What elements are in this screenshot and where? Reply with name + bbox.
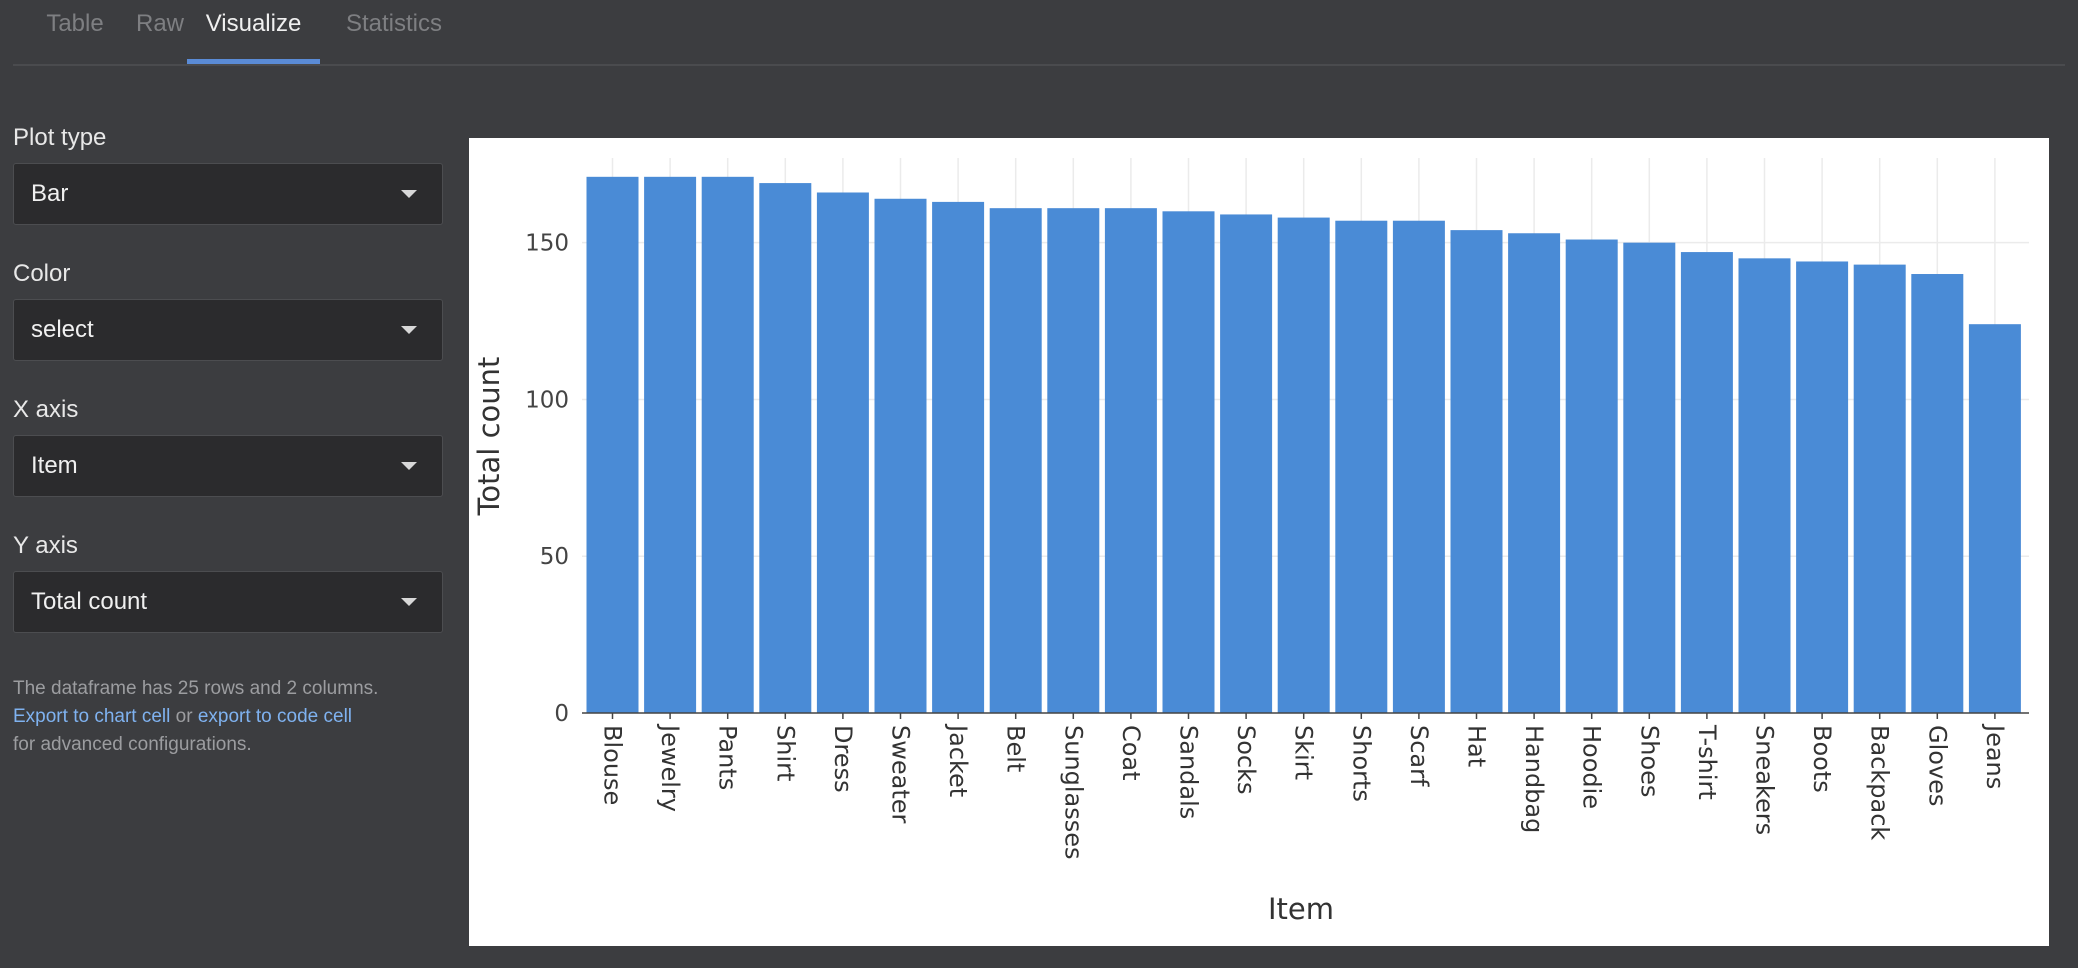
x-tick-label: Backpack bbox=[1866, 725, 1894, 840]
bar bbox=[701, 176, 754, 713]
x-axis-label: X axis bbox=[13, 396, 79, 423]
plot-type-select[interactable]: Bar bbox=[13, 163, 443, 225]
bar bbox=[1392, 220, 1445, 713]
bar bbox=[586, 176, 639, 713]
tab-raw[interactable]: Raw bbox=[135, 10, 184, 37]
bar bbox=[932, 201, 985, 713]
export-chart-link[interactable]: Export to chart cell bbox=[13, 706, 171, 727]
x-tick-label: Dress bbox=[829, 725, 857, 793]
bar bbox=[1104, 208, 1157, 713]
x-tick-label: Jewelry bbox=[656, 723, 684, 812]
bar bbox=[1968, 324, 2021, 713]
bar bbox=[1508, 233, 1561, 713]
tab-bar: Table Raw Visualize Statistics bbox=[13, 0, 2065, 66]
or-text: or bbox=[175, 706, 193, 727]
x-tick-label: Handbag bbox=[1520, 725, 1548, 833]
x-tick-label: Shirt bbox=[771, 725, 799, 781]
x-tick-label: Skirt bbox=[1290, 725, 1318, 780]
x-tick-label: Socks bbox=[1232, 725, 1260, 795]
chart-panel: 0 50 100 150 Blouse Jewelry Pants Shirt Dress Swe… bbox=[469, 138, 2049, 946]
bar bbox=[1680, 252, 1733, 713]
x-axis-select[interactable]: Item bbox=[13, 435, 443, 497]
x-tick-label: Sunglasses bbox=[1059, 725, 1087, 860]
x-tick-label: T-shirt bbox=[1693, 724, 1721, 800]
y-tick-label: 100 bbox=[525, 387, 569, 413]
x-axis-title: Item bbox=[1268, 892, 1334, 926]
caret-down-icon bbox=[401, 326, 417, 334]
x-tick-label: Scarf bbox=[1405, 725, 1433, 787]
bar bbox=[816, 192, 869, 713]
bar bbox=[1565, 239, 1618, 713]
x-tick-label: Pants bbox=[714, 725, 742, 790]
bar bbox=[1047, 208, 1100, 713]
tab-visualize[interactable]: Visualize bbox=[187, 0, 320, 64]
plot-type-label: Plot type bbox=[13, 124, 107, 151]
export-code-link[interactable]: export to code cell bbox=[197, 706, 353, 727]
y-axis-label: Y axis bbox=[13, 532, 78, 559]
dataframe-summary: The dataframe has 25 rows and 2 columns. bbox=[13, 678, 379, 699]
y-tick-label: 0 bbox=[554, 701, 569, 727]
bar bbox=[1162, 211, 1215, 713]
x-tick-label: Sneakers bbox=[1751, 725, 1779, 835]
color-value: select bbox=[31, 316, 94, 343]
dataframe-info: The dataframe has 25 rows and 2 columns.… bbox=[13, 675, 453, 759]
x-tick-label: Hoodie bbox=[1578, 725, 1606, 809]
x-axis-value: Item bbox=[31, 452, 78, 479]
y-axis-select[interactable]: Total count bbox=[13, 571, 443, 633]
info-suffix: for advanced configurations. bbox=[13, 734, 252, 755]
tab-statistics[interactable]: Statistics bbox=[345, 10, 443, 37]
y-tick-label: 150 bbox=[525, 231, 569, 257]
caret-down-icon bbox=[401, 598, 417, 606]
x-tick-label: Sweater bbox=[887, 725, 915, 824]
x-tick-label: Hat bbox=[1463, 725, 1491, 767]
x-tick-label: Gloves bbox=[1923, 725, 1951, 806]
x-tick-label: Jacket bbox=[944, 723, 972, 797]
caret-down-icon bbox=[401, 190, 417, 198]
tab-table[interactable]: Table bbox=[46, 10, 104, 37]
bar bbox=[1911, 274, 1964, 713]
x-tick-label: Jeans bbox=[1981, 723, 2009, 789]
bar bbox=[989, 208, 1042, 713]
caret-down-icon bbox=[401, 462, 417, 470]
x-tick-label: Boots bbox=[1808, 725, 1836, 793]
bar bbox=[1853, 264, 1906, 713]
bar bbox=[1623, 242, 1676, 713]
x-tick-label: Coat bbox=[1117, 725, 1145, 781]
color-label: Color bbox=[13, 260, 71, 287]
x-tick-label: Blouse bbox=[599, 725, 627, 805]
x-tick-label: Shoes bbox=[1635, 725, 1663, 797]
bar bbox=[1335, 220, 1388, 713]
bar bbox=[644, 176, 697, 713]
bar bbox=[874, 198, 927, 714]
bar bbox=[1220, 214, 1273, 713]
bar bbox=[1796, 261, 1849, 713]
bar bbox=[1738, 258, 1791, 713]
bar-chart: 0 50 100 150 Blouse Jewelry Pants Shirt Dress Swe… bbox=[472, 158, 2029, 926]
plot-type-value: Bar bbox=[31, 180, 69, 207]
y-tick-label: 50 bbox=[540, 544, 569, 570]
y-axis-title: Total count bbox=[472, 357, 506, 517]
bar bbox=[759, 183, 812, 714]
y-axis-value: Total count bbox=[31, 588, 148, 615]
bar bbox=[1450, 230, 1503, 713]
x-tick-label: Sandals bbox=[1175, 725, 1203, 819]
bar bbox=[1277, 217, 1330, 713]
x-tick-label: Shorts bbox=[1347, 725, 1375, 802]
x-tick-label: Belt bbox=[1002, 725, 1030, 772]
color-select[interactable]: select bbox=[13, 299, 443, 361]
